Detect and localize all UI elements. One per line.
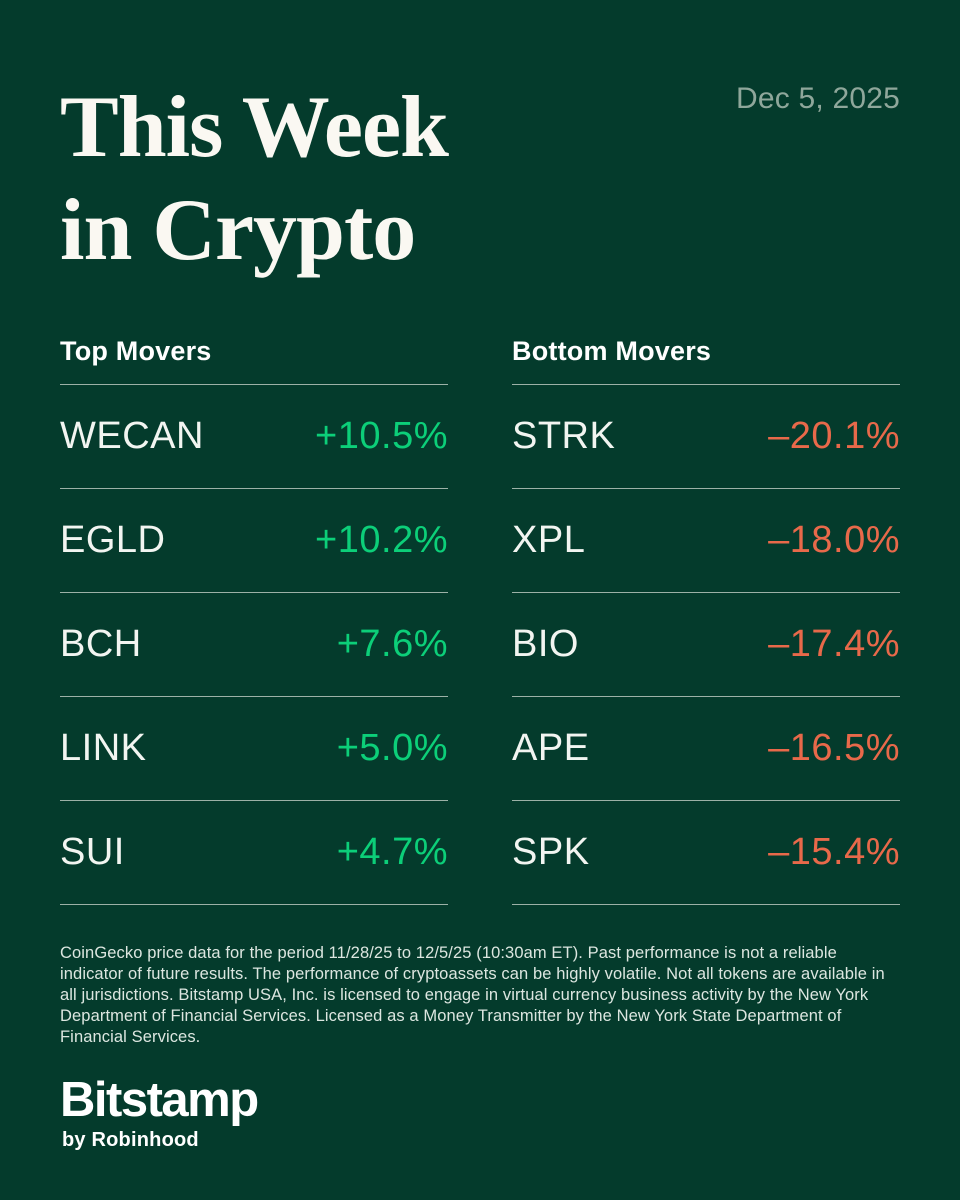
page-title-line1: This Week [60,79,449,176]
bitstamp-logo-subtitle: by Robinhood [62,1129,199,1151]
ticker-label: SPK [512,831,590,873]
top-movers-heading: Top Movers [60,336,212,366]
table-row: APE –16.5% [512,696,900,800]
change-value: +4.7% [336,831,448,873]
page-title: This Week in Crypto [60,76,900,282]
table-row: STRK –20.1% [512,384,900,488]
top-movers-table: Top Movers WECAN +10.5% EGLD +10.2% BCH … [60,336,448,905]
page-title-line2: in Crypto [60,182,416,279]
bitstamp-logo: Bitstamp [60,1073,259,1127]
change-value: –17.4% [768,623,900,665]
table-row: WECAN +10.5% [60,384,448,488]
table-row: BCH +7.6% [60,592,448,696]
bottom-movers-heading: Bottom Movers [512,336,712,366]
change-value: –16.5% [768,727,900,769]
brand-block: Bitstamp by Robinhood [60,1074,900,1152]
change-value: +10.5% [315,415,448,457]
ticker-label: XPL [512,519,586,561]
change-value: –20.1% [768,415,900,457]
ticker-label: APE [512,727,590,769]
ticker-label: WECAN [60,415,204,457]
table-row: BIO –17.4% [512,592,900,696]
change-value: –15.4% [768,831,900,873]
ticker-label: STRK [512,415,616,457]
change-value: +7.6% [336,623,448,665]
ticker-label: LINK [60,727,147,769]
ticker-label: EGLD [60,519,166,561]
ticker-label: BCH [60,623,142,665]
bottom-movers-rows: STRK –20.1% XPL –18.0% BIO –17.4% APE –1… [512,384,900,905]
table-row: XPL –18.0% [512,488,900,592]
report-date: Dec 5, 2025 [736,82,900,115]
table-row: SUI +4.7% [60,800,448,905]
table-row: SPK –15.4% [512,800,900,905]
table-row: LINK +5.0% [60,696,448,800]
ticker-label: SUI [60,831,125,873]
change-value: +5.0% [336,727,448,769]
ticker-label: BIO [512,623,579,665]
bottom-movers-table: Bottom Movers STRK –20.1% XPL –18.0% BIO… [512,336,900,905]
top-movers-rows: WECAN +10.5% EGLD +10.2% BCH +7.6% LINK … [60,384,448,905]
table-row: EGLD +10.2% [60,488,448,592]
legal-disclaimer: CoinGecko price data for the period 11/2… [60,944,885,1046]
change-value: –18.0% [768,519,900,561]
movers-tables: Top Movers WECAN +10.5% EGLD +10.2% BCH … [60,336,900,905]
change-value: +10.2% [315,519,448,561]
